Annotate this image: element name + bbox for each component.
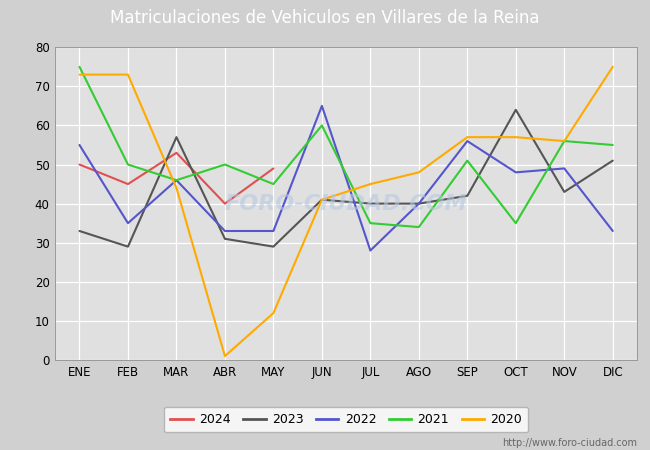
Text: FORO-CIUDAD.COM: FORO-CIUDAD.COM xyxy=(225,194,467,214)
Text: Matriculaciones de Vehiculos en Villares de la Reina: Matriculaciones de Vehiculos en Villares… xyxy=(111,9,540,27)
Legend: 2024, 2023, 2022, 2021, 2020: 2024, 2023, 2022, 2021, 2020 xyxy=(164,407,528,432)
Text: http://www.foro-ciudad.com: http://www.foro-ciudad.com xyxy=(502,438,637,448)
